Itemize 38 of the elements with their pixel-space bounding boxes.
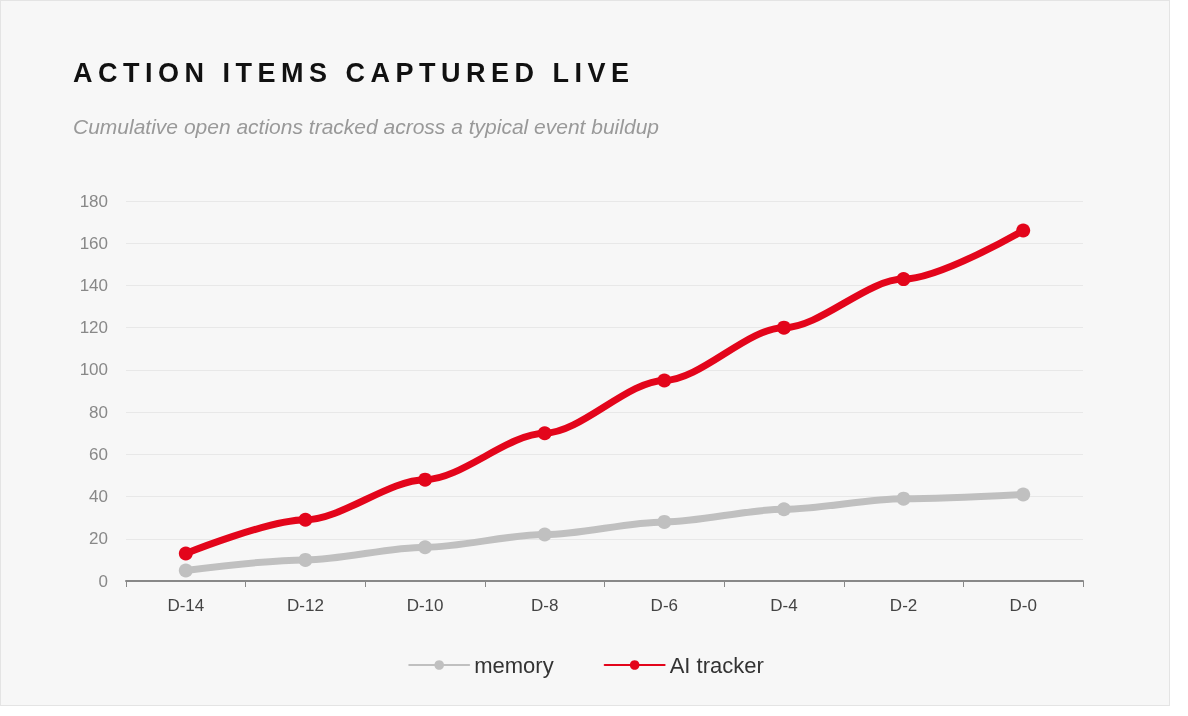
x-tick-label: D-8 xyxy=(530,596,559,615)
point xyxy=(178,563,193,578)
y-tick-label: 0 xyxy=(98,571,108,591)
y-tick-label: 20 xyxy=(89,529,108,549)
x-tick-label: D-10 xyxy=(406,596,444,615)
y-tick-label: 80 xyxy=(89,402,108,422)
x-tick-label: D-2 xyxy=(889,596,918,615)
point xyxy=(298,552,313,567)
point xyxy=(537,426,552,441)
point xyxy=(776,320,791,335)
y-tick-label: 100 xyxy=(79,360,108,380)
x-tick-label: D-14 xyxy=(167,596,205,615)
x-tick-label: D-12 xyxy=(287,596,324,615)
y-tick-label: 180 xyxy=(79,191,108,211)
legend-label: AI tracker xyxy=(669,652,764,678)
point xyxy=(776,502,791,517)
point xyxy=(178,546,193,561)
x-tick-label: D-0 xyxy=(1009,596,1037,615)
point xyxy=(418,472,433,487)
point xyxy=(537,527,552,542)
y-tick-label: 140 xyxy=(79,275,108,295)
point xyxy=(298,512,313,527)
x-tick-label: D-4 xyxy=(770,596,798,615)
y-tick-label: 160 xyxy=(79,233,108,253)
y-tick-label: 60 xyxy=(89,444,108,464)
point xyxy=(657,514,672,529)
point xyxy=(896,491,911,506)
point xyxy=(1016,487,1031,502)
point xyxy=(1016,223,1031,238)
point xyxy=(657,373,672,388)
x-tick-label: D-6 xyxy=(650,596,679,615)
chart-subtitle: Cumulative open actions tracked across a typical event buildup xyxy=(73,115,659,139)
y-tick-label: 40 xyxy=(89,487,108,507)
point xyxy=(896,272,911,287)
legend-label: memory xyxy=(474,652,554,678)
point xyxy=(418,540,433,555)
y-tick-label: 120 xyxy=(79,318,108,338)
chart-title: ACTION ITEMS CAPTURED LIVE xyxy=(73,58,635,89)
